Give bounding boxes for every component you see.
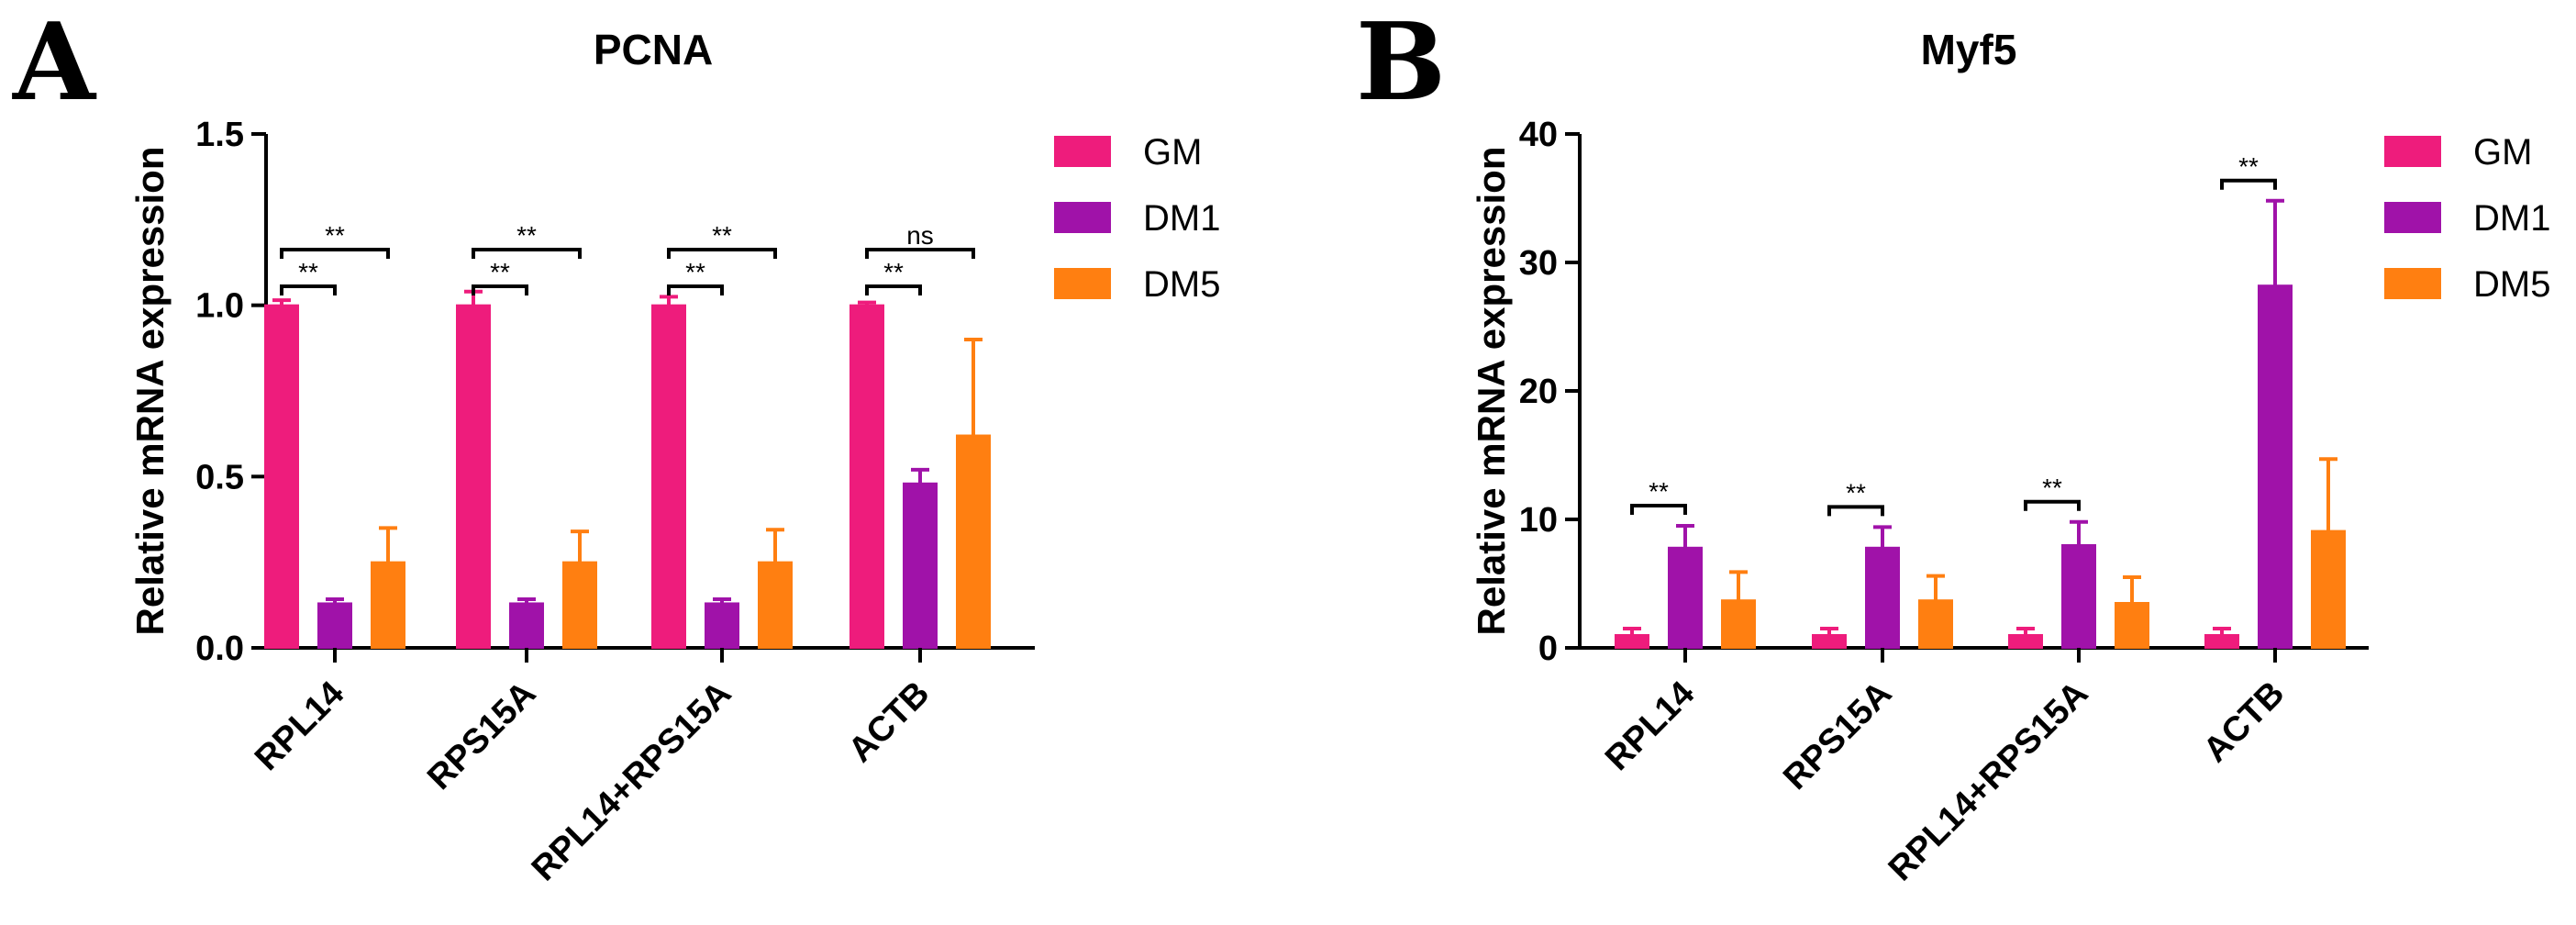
x-tick-label-a: RPS15A — [420, 674, 543, 797]
bar-b-dm1 — [2061, 544, 2096, 649]
bar-b-dm1 — [2258, 284, 2293, 649]
bar-a-gm — [456, 304, 491, 649]
bar-a-dm5 — [371, 561, 405, 650]
significance-bracket-a — [865, 284, 922, 295]
y-axis-label-a: Relative mRNA expression — [128, 147, 172, 636]
significance-label-a: ** — [685, 258, 705, 286]
x-tick-label-a: RPL14+RPS15A — [525, 674, 739, 889]
chart-title-b: Myf5 — [1921, 26, 2017, 73]
legend-label-a-dm1: DM1 — [1143, 198, 1220, 239]
significance-label-a: ** — [325, 221, 345, 250]
bar-b-dm5 — [1721, 599, 1756, 650]
bar-a-dm1 — [903, 482, 938, 649]
significance-bracket-b — [2024, 499, 2081, 511]
legend-swatch-b-dm1 — [2384, 202, 2441, 233]
x-tick-label-a: RPL14 — [248, 674, 351, 778]
bar-a-dm1 — [317, 602, 352, 650]
legend-label-b-gm: GM — [2473, 132, 2532, 173]
chart-title-a: PCNA — [594, 26, 713, 73]
y-tick-label-b: 0 — [1538, 630, 1558, 668]
bar-b-dm5 — [1918, 599, 1953, 650]
y-tick-label-b: 40 — [1519, 116, 1558, 154]
y-tick-label-a: 1.0 — [195, 287, 244, 326]
bar-b-gm — [1812, 634, 1847, 649]
significance-label-a: ns — [906, 221, 934, 250]
bar-a-gm — [264, 304, 299, 649]
significance-bracket-b — [1630, 504, 1687, 515]
y-tick-label-b: 30 — [1519, 244, 1558, 283]
x-tick-label-b: RPS15A — [1776, 674, 1899, 797]
legend-swatch-a-dm1 — [1054, 202, 1111, 233]
y-tick-label-a: 0.5 — [195, 458, 244, 496]
legend-swatch-a-gm — [1054, 136, 1111, 167]
y-tick-label-b: 10 — [1519, 501, 1558, 540]
bar-b-gm — [2204, 634, 2239, 649]
y-tick-label-a: 0.0 — [195, 630, 244, 668]
bar-b-dm1 — [1865, 546, 1900, 649]
legend-label-b-dm5: DM5 — [2473, 264, 2550, 305]
bar-a-dm1 — [705, 602, 739, 650]
significance-bracket-a — [865, 248, 975, 259]
bar-b-gm — [1615, 634, 1649, 649]
significance-label-a: ** — [490, 258, 510, 286]
bar-a-dm5 — [956, 434, 991, 649]
significance-label-a: ** — [516, 221, 537, 250]
legend-label-a-gm: GM — [1143, 132, 1202, 173]
bar-a-gm — [849, 304, 884, 649]
legend-swatch-a-dm5 — [1054, 268, 1111, 299]
significance-label-b: ** — [1649, 477, 1669, 506]
significance-bracket-a — [472, 284, 528, 295]
significance-bracket-a — [280, 284, 337, 295]
significance-label-b: ** — [1846, 478, 1866, 507]
x-tick-label-a: ACTB — [841, 674, 937, 770]
bar-b-dm5 — [2311, 529, 2346, 649]
legend-swatch-b-dm5 — [2384, 268, 2441, 299]
significance-bracket-a — [667, 284, 724, 295]
significance-label-b: ** — [2042, 474, 2062, 502]
significance-label-a: ** — [298, 258, 318, 286]
significance-label-a: ** — [712, 221, 732, 250]
bar-b-gm — [2008, 634, 2043, 649]
y-tick-label-b: 20 — [1519, 373, 1558, 411]
panel-letter-a: A — [12, 0, 97, 125]
legend-label-a-dm5: DM5 — [1143, 264, 1220, 305]
legend-label-b-dm1: DM1 — [2473, 198, 2550, 239]
panel-letter-b: B — [1356, 0, 1446, 125]
bar-b-dm5 — [2115, 602, 2149, 649]
bar-a-gm — [651, 304, 686, 649]
significance-label-a: ** — [883, 258, 904, 286]
significance-bracket-b — [2220, 178, 2277, 190]
significance-bracket-b — [1827, 505, 1884, 517]
bar-a-dm1 — [509, 602, 544, 650]
y-tick-label-a: 1.5 — [195, 116, 244, 154]
significance-bracket-a — [472, 248, 582, 259]
x-tick-label-b: RPL14 — [1598, 674, 1702, 778]
x-tick-label-b: ACTB — [2196, 674, 2292, 770]
bar-b-dm1 — [1668, 546, 1703, 649]
bar-a-dm5 — [562, 561, 597, 650]
significance-bracket-a — [280, 248, 390, 259]
legend-swatch-b-gm — [2384, 136, 2441, 167]
significance-bracket-a — [667, 248, 777, 259]
y-axis-label-b: Relative mRNA expression — [1470, 147, 1513, 636]
x-tick-label-b: RPL14+RPS15A — [1882, 674, 2096, 889]
bar-a-dm5 — [758, 561, 793, 650]
significance-label-b: ** — [2238, 152, 2259, 181]
